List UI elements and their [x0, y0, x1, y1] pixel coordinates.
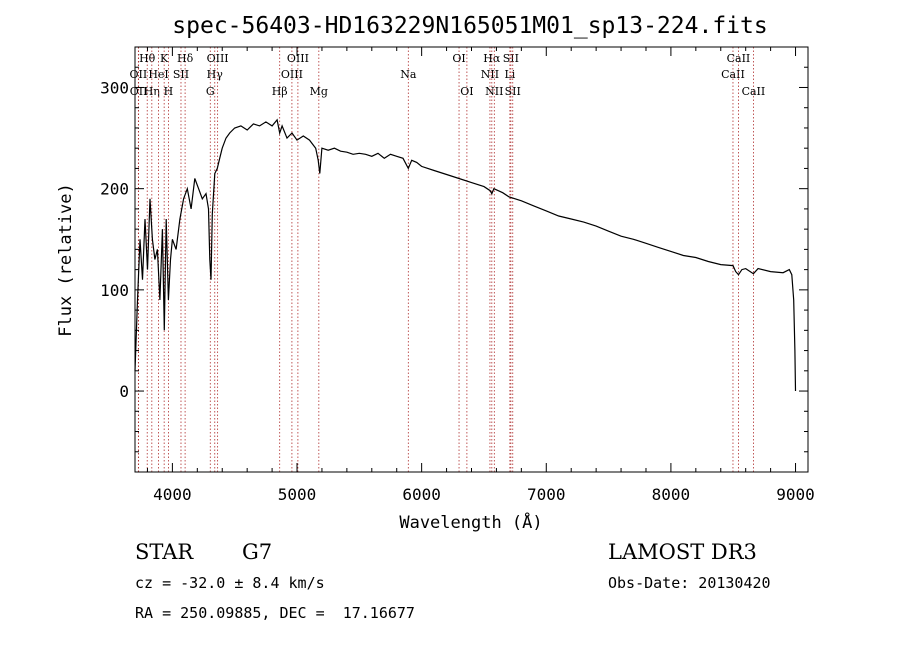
line-marker-label: Hα — [483, 52, 501, 65]
line-marker-label: OIII — [281, 68, 303, 81]
x-tick-label: 8000 — [652, 485, 691, 504]
line-marker-label: HeI — [148, 68, 168, 81]
y-tick-label: 100 — [100, 281, 129, 300]
y-tick-label: 200 — [100, 180, 129, 199]
x-axis-label: Wavelength (Å) — [399, 511, 542, 533]
line-marker-label: OIII — [287, 52, 309, 65]
line-marker-label: Li — [504, 68, 515, 81]
line-marker-label: K — [160, 52, 169, 65]
line-marker-label: Na — [400, 68, 417, 81]
line-marker-label: SII — [173, 68, 189, 81]
line-marker-label: G — [206, 85, 215, 98]
line-marker-label: Hη — [144, 85, 160, 98]
x-tick-label: 6000 — [402, 485, 441, 504]
line-marker-label: OI — [460, 85, 473, 98]
line-marker-label: NII — [485, 85, 503, 98]
y-tick-label: 300 — [100, 78, 129, 97]
plot-frame — [134, 46, 809, 473]
object-class: STAR — [135, 540, 194, 564]
line-marker-label: NII — [481, 68, 499, 81]
line-marker-label: Hβ — [272, 85, 288, 98]
line-marker-label: H — [164, 85, 174, 98]
line-marker-label: Mg — [310, 85, 328, 98]
line-marker-label: Hθ — [139, 52, 156, 65]
observation-date: Obs-Date: 20130420 — [608, 574, 771, 592]
line-marker-label: OIII — [207, 52, 229, 65]
line-marker-label: CaII — [727, 52, 751, 65]
y-axis-label: Flux (relative) — [56, 183, 76, 337]
x-tick-label: 7000 — [527, 485, 566, 504]
redshift-cz: cz = -32.0 ± 8.4 km/s — [135, 574, 325, 592]
x-tick-label: 5000 — [278, 485, 317, 504]
line-marker-label: CaII — [721, 68, 745, 81]
line-marker-label: Hγ — [207, 68, 224, 81]
line-marker-label: Hδ — [177, 52, 194, 65]
line-marker-label: CaII — [742, 85, 766, 98]
subclass: G7 — [242, 540, 273, 564]
axis-ticks: 4000 5000 6000 7000 8000 9000 0 100 200 300 — [100, 47, 815, 504]
line-marker-label: OI — [452, 52, 465, 65]
coordinates: RA = 250.09885, DEC = 17.16677 — [135, 604, 415, 622]
line-marker-label: OII — [130, 85, 148, 98]
line-marker-label: OII — [130, 68, 148, 81]
chart-title: spec-56403-HD163229N165051M01_sp13-224.f… — [172, 13, 767, 39]
spectrum-line — [134, 118, 797, 392]
y-tick-label: 0 — [119, 382, 129, 401]
x-tick-label: 9000 — [776, 485, 815, 504]
line-marker-label: SII — [503, 52, 519, 65]
survey-name: LAMOST DR3 — [608, 540, 757, 564]
x-tick-label: 4000 — [153, 485, 192, 504]
line-markers: OII OII Hθ Hη HeI K H SII Hδ G Hγ OIII Hβ OIII OIII Mg N… — [130, 47, 766, 472]
line-marker-label: SII — [505, 85, 521, 98]
